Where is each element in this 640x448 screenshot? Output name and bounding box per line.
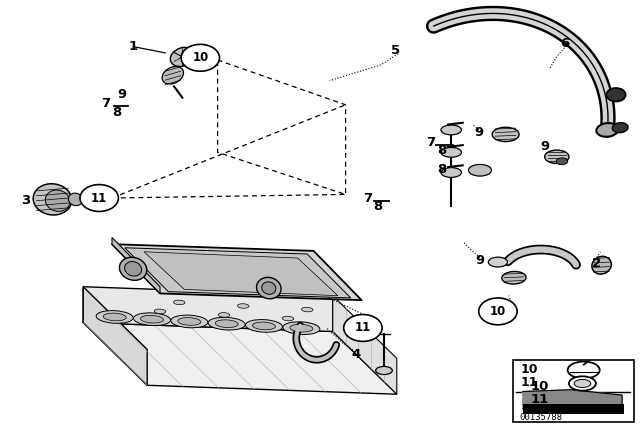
Text: 3: 3 — [21, 194, 30, 207]
Text: 11: 11 — [355, 321, 371, 335]
Ellipse shape — [376, 366, 392, 375]
Ellipse shape — [253, 322, 275, 330]
Text: 9: 9 — [541, 140, 550, 154]
Circle shape — [344, 314, 382, 341]
Ellipse shape — [606, 88, 625, 102]
Ellipse shape — [141, 315, 163, 323]
Ellipse shape — [154, 309, 166, 314]
Ellipse shape — [178, 318, 201, 325]
Ellipse shape — [68, 193, 83, 206]
Text: 8: 8 — [113, 105, 122, 119]
Ellipse shape — [441, 125, 461, 135]
Ellipse shape — [170, 47, 195, 66]
Text: 11: 11 — [91, 191, 108, 205]
Bar — [513, 360, 634, 422]
Ellipse shape — [33, 184, 72, 215]
Ellipse shape — [301, 307, 313, 312]
Ellipse shape — [262, 282, 276, 294]
Text: 7: 7 — [102, 96, 111, 110]
Text: 6: 6 — [560, 37, 569, 51]
Ellipse shape — [568, 362, 600, 379]
Ellipse shape — [171, 315, 208, 328]
Text: 8: 8 — [437, 143, 446, 157]
Ellipse shape — [592, 256, 611, 274]
Ellipse shape — [45, 190, 70, 211]
Text: 7: 7 — [364, 192, 372, 205]
Text: 8: 8 — [374, 199, 383, 213]
Ellipse shape — [173, 300, 185, 305]
Circle shape — [80, 185, 118, 211]
Text: 11: 11 — [531, 393, 548, 406]
Ellipse shape — [246, 319, 282, 332]
Ellipse shape — [596, 123, 618, 137]
Ellipse shape — [237, 304, 249, 308]
Polygon shape — [112, 237, 160, 293]
Polygon shape — [333, 296, 397, 394]
Text: 2: 2 — [592, 257, 601, 270]
Ellipse shape — [468, 164, 492, 176]
Polygon shape — [83, 287, 333, 332]
Ellipse shape — [257, 277, 281, 299]
Ellipse shape — [103, 313, 126, 321]
Ellipse shape — [215, 320, 238, 327]
Text: 11: 11 — [521, 376, 538, 389]
Text: 10: 10 — [531, 379, 548, 393]
Polygon shape — [144, 252, 338, 296]
Ellipse shape — [134, 313, 170, 326]
Ellipse shape — [441, 168, 461, 177]
Polygon shape — [83, 323, 397, 394]
Text: 8: 8 — [437, 163, 446, 176]
Ellipse shape — [125, 262, 141, 276]
Text: 4: 4 — [352, 348, 361, 362]
Text: 7: 7 — [426, 136, 435, 149]
Ellipse shape — [569, 376, 596, 391]
Bar — [523, 404, 624, 414]
Text: 5: 5 — [391, 44, 400, 57]
Ellipse shape — [441, 147, 461, 157]
Ellipse shape — [556, 158, 568, 165]
Ellipse shape — [492, 127, 519, 142]
Ellipse shape — [545, 150, 569, 164]
Text: 10: 10 — [490, 305, 506, 318]
Text: 10: 10 — [192, 51, 209, 65]
Circle shape — [181, 44, 220, 71]
Circle shape — [479, 298, 517, 325]
Text: 10: 10 — [521, 362, 538, 376]
Ellipse shape — [208, 317, 245, 330]
Text: 9: 9 — [117, 87, 126, 101]
Ellipse shape — [612, 123, 628, 133]
Polygon shape — [112, 244, 362, 300]
Ellipse shape — [218, 313, 230, 317]
Ellipse shape — [502, 271, 526, 284]
Ellipse shape — [283, 322, 320, 335]
Ellipse shape — [96, 310, 133, 323]
Text: 00135788: 00135788 — [520, 413, 563, 422]
Ellipse shape — [290, 324, 313, 332]
Polygon shape — [125, 248, 351, 298]
Ellipse shape — [488, 257, 508, 267]
Polygon shape — [523, 390, 622, 409]
Text: 9: 9 — [476, 254, 484, 267]
Text: 1: 1 — [129, 40, 138, 53]
Ellipse shape — [282, 316, 294, 321]
Text: 9: 9 — [474, 125, 483, 139]
Ellipse shape — [574, 379, 591, 388]
Polygon shape — [83, 287, 147, 385]
Ellipse shape — [162, 66, 184, 84]
Ellipse shape — [120, 257, 147, 280]
